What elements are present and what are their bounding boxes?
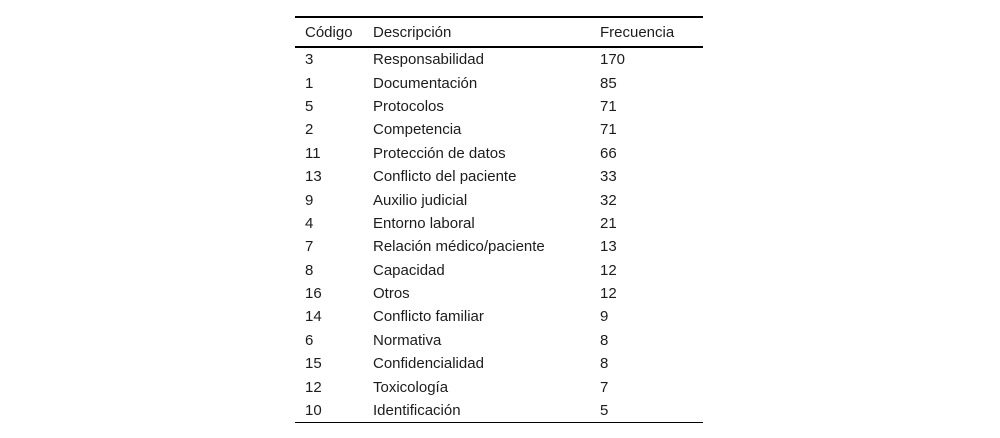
- cell-description: Capacidad: [373, 261, 445, 279]
- cell-code: 6: [305, 331, 314, 349]
- table-row: 14 Conflicto familiar 9: [295, 305, 703, 328]
- cell-frequency: 8: [600, 331, 609, 349]
- table-body: 3 Responsabilidad 170 1 Documentación 85 5 Prot…: [295, 47, 703, 423]
- cell-frequency: 13: [600, 238, 617, 256]
- cell-frequency: 21: [600, 214, 617, 232]
- cell-frequency: 5: [600, 402, 609, 420]
- table-row: 15 Confidencialidad 8: [295, 352, 703, 375]
- cell-description: Conflicto familiar: [373, 308, 484, 326]
- table-row: 2 Competencia 71: [295, 118, 703, 141]
- cell-description: Relación médico/paciente: [373, 238, 545, 256]
- cell-frequency: 9: [600, 308, 609, 326]
- cell-description: Normativa: [373, 331, 442, 349]
- frequency-table: Código Descripción Frecuencia 3 Responsab…: [295, 16, 703, 424]
- cell-code: 8: [305, 261, 314, 279]
- cell-code: 10: [305, 402, 322, 420]
- table-row: 7 Relación médico/paciente 13: [295, 235, 703, 258]
- cell-code: 2: [305, 121, 314, 139]
- table-row: 10 Identificación 5: [295, 399, 703, 423]
- table-row: 3 Responsabilidad 170: [295, 47, 703, 71]
- table-header: Código Descripción Frecuencia: [295, 17, 703, 48]
- cell-description: Auxilio judicial: [373, 191, 468, 209]
- cell-frequency: 7: [600, 378, 609, 396]
- cell-frequency: 66: [600, 144, 617, 162]
- frequency-table-container: Código Descripción Frecuencia 3 Responsab…: [295, 16, 703, 424]
- table-row: 4 Entorno laboral 21: [295, 212, 703, 235]
- cell-frequency: 8: [600, 355, 609, 373]
- table-row: 11 Protección de datos 66: [295, 142, 703, 165]
- cell-description: Documentación: [373, 74, 478, 92]
- cell-code: 12: [305, 378, 322, 396]
- cell-frequency: 12: [600, 285, 617, 303]
- cell-description: Protección de datos: [373, 144, 506, 162]
- cell-frequency: 32: [600, 191, 617, 209]
- cell-code: 4: [305, 214, 314, 232]
- cell-code: 16: [305, 285, 322, 303]
- cell-code: 1: [305, 74, 314, 92]
- cell-frequency: 33: [600, 168, 617, 186]
- cell-code: 3: [305, 51, 314, 69]
- cell-code: 14: [305, 308, 322, 326]
- cell-description: Responsabilidad: [373, 51, 484, 69]
- cell-frequency: 71: [600, 97, 617, 115]
- cell-code: 9: [305, 191, 314, 209]
- table-row: 1 Documentación 85: [295, 71, 703, 94]
- cell-description: Confidencialidad: [373, 355, 484, 373]
- cell-description: Toxicología: [373, 378, 449, 396]
- cell-description: Otros: [373, 285, 410, 303]
- cell-description: Identificación: [373, 402, 461, 420]
- cell-code: 5: [305, 97, 314, 115]
- column-header-description: Descripción: [373, 17, 600, 48]
- cell-code: 13: [305, 168, 322, 186]
- table-row: 8 Capacidad 12: [295, 259, 703, 282]
- cell-description: Conflicto del paciente: [373, 168, 517, 186]
- cell-frequency: 71: [600, 121, 617, 139]
- cell-frequency: 170: [600, 51, 626, 69]
- table-row: 12 Toxicología 7: [295, 375, 703, 398]
- cell-code: 7: [305, 238, 314, 256]
- table-row: 6 Normativa 8: [295, 329, 703, 352]
- cell-code: 15: [305, 355, 322, 373]
- table-row: 13 Conflicto del paciente 33: [295, 165, 703, 188]
- column-header-frequency: Frecuencia: [600, 17, 703, 48]
- table-row: 5 Protocolos 71: [295, 95, 703, 118]
- cell-description: Competencia: [373, 121, 462, 139]
- cell-description: Entorno laboral: [373, 214, 475, 232]
- table-row: 16 Otros 12: [295, 282, 703, 305]
- table-row: 9 Auxilio judicial 32: [295, 188, 703, 211]
- cell-code: 11: [305, 144, 321, 162]
- cell-description: Protocolos: [373, 97, 444, 115]
- cell-frequency: 12: [600, 261, 617, 279]
- table-header-row: Código Descripción Frecuencia: [295, 17, 703, 48]
- cell-frequency: 85: [600, 74, 617, 92]
- column-header-code: Código: [295, 17, 373, 48]
